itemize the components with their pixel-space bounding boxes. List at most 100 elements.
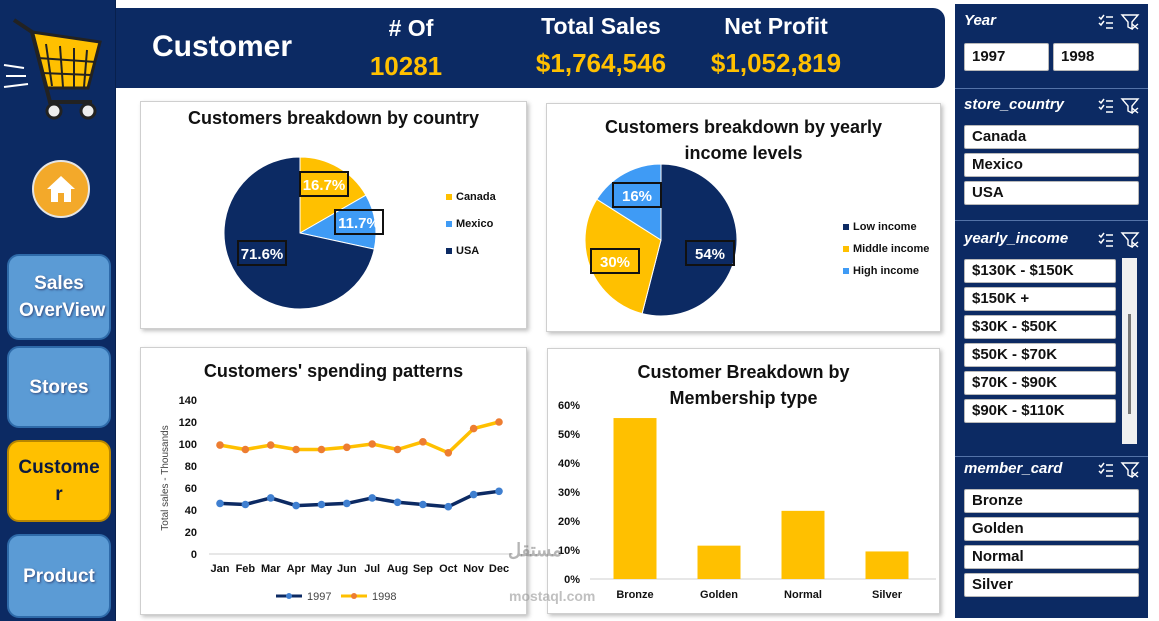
data-label: 11.7%: [338, 215, 380, 232]
data-point-1998: [266, 441, 275, 449]
nav-stores-label: Stores: [29, 376, 89, 398]
data-label-box: [334, 209, 384, 235]
year-option-1997[interactable]: 1997: [964, 43, 1049, 71]
x-tick-label: Feb: [236, 563, 256, 575]
data-point-1998: [343, 443, 351, 452]
data-label-box: [590, 248, 640, 274]
clear-filter-icon[interactable]: [1120, 462, 1140, 478]
data-label-box: [299, 171, 349, 197]
x-tick-label: Normal: [784, 589, 822, 601]
data-point-1997: [495, 487, 503, 496]
data-point-1997: [216, 499, 224, 508]
yearly-income-slicer: yearly_income $130K - $150K $150K + $30K…: [955, 224, 1148, 448]
clear-filter-icon[interactable]: [1120, 14, 1140, 30]
nav-customer-button[interactable]: Custome r: [7, 440, 111, 522]
y-tick-label: 60: [185, 483, 197, 495]
kpi-net-profit-value: $1,052,819: [710, 48, 842, 78]
scrollbar-thumb[interactable]: [1128, 314, 1131, 414]
member-card-slicer-title: member_card: [964, 460, 1063, 477]
y-tick-label: 0: [191, 549, 197, 561]
year-option-1998[interactable]: 1998: [1053, 43, 1139, 71]
data-point-1997: [393, 498, 402, 507]
legend-swatch: [446, 194, 452, 200]
data-point-1997: [292, 501, 300, 510]
page-title: Customer: [152, 30, 293, 63]
income-pie-chart: 54% 30% 16% Low income Middle income High inc…: [584, 163, 929, 317]
kpi-total-sales-value: $1,764,546: [535, 48, 667, 78]
data-label-box: [685, 240, 735, 266]
income-option[interactable]: $130K - $150K: [964, 259, 1116, 283]
clear-filter-icon[interactable]: [1120, 232, 1140, 248]
legend-label: Middle income: [853, 243, 929, 255]
bar-bronze: [613, 418, 657, 579]
spending-line-title: Customers' spending patterns: [203, 361, 464, 381]
clear-filter-icon[interactable]: [1120, 98, 1140, 114]
slicers-panel: Year 1997 1998 store_country: [955, 4, 1148, 618]
data-point-1997: [469, 490, 478, 499]
multi-select-icon[interactable]: [1098, 462, 1113, 477]
kpi-net-profit-label: Net Profit: [724, 13, 828, 39]
member-option-silver[interactable]: Silver: [964, 573, 1139, 597]
series-line-1997: [219, 489, 500, 509]
income-option[interactable]: $30K - $50K: [964, 315, 1116, 339]
home-button[interactable]: [32, 160, 90, 218]
nav-product-label: Product: [23, 565, 95, 587]
slicer-divider: [955, 456, 1148, 457]
bar-golden: [697, 545, 741, 579]
y-tick-label: 80: [185, 461, 197, 473]
income-option[interactable]: $70K - $90K: [964, 371, 1116, 395]
legend-swatch: [843, 224, 849, 230]
country-pie-title: Customers breakdown by country: [187, 108, 480, 128]
data-label: 30%: [600, 254, 630, 271]
data-label-box: [237, 240, 287, 266]
x-tick-label: Mar: [261, 563, 281, 575]
spending-line-chart: 0 20 40 60 80 100 120 140 Jan Feb Mar Apr May Jun Jul A…: [160, 395, 513, 603]
income-option[interactable]: $50K - $70K: [964, 343, 1116, 367]
data-point-1997: [444, 502, 453, 511]
membership-bar-chart: 0% 10% 20% 30% 40% 50% 60% Bronze Golden Normal Si…: [558, 400, 936, 601]
country-pie-panel: Customers breakdown by country 16.7% 11.7…: [140, 101, 527, 329]
member-option-normal[interactable]: Normal: [964, 545, 1139, 569]
legend-label: Canada: [456, 191, 497, 203]
nav-product-button[interactable]: Product: [7, 534, 111, 618]
y-tick-label: 50%: [558, 429, 580, 441]
country-option-usa[interactable]: USA: [964, 181, 1139, 205]
header-banner: Customer # Of 10281 Total Sales $1,764,5…: [116, 8, 945, 88]
slicer-divider: [955, 88, 1148, 89]
data-point-1998: [317, 445, 326, 454]
kpi-total-sales-label: Total Sales: [541, 13, 661, 39]
x-tick-label: Jul: [364, 563, 380, 575]
member-option-bronze[interactable]: Bronze: [964, 489, 1139, 513]
bar-silver: [865, 551, 909, 579]
data-label: 16.7%: [303, 177, 346, 194]
income-slicer-scrollbar[interactable]: [1122, 258, 1137, 444]
data-point-1997: [266, 494, 275, 502]
y-tick-label: 0%: [564, 574, 580, 586]
country-option-mexico[interactable]: Mexico: [964, 153, 1139, 177]
legend-marker: [351, 593, 357, 599]
data-point-1998: [419, 438, 427, 446]
data-label: 16%: [622, 188, 652, 205]
multi-select-icon[interactable]: [1098, 232, 1113, 247]
income-option[interactable]: $90K - $110K: [964, 399, 1116, 423]
y-tick-label: 20: [185, 527, 197, 539]
y-tick-label: 120: [179, 417, 197, 429]
multi-select-icon[interactable]: [1098, 14, 1113, 29]
kpi-customers-value: 10281: [369, 51, 443, 81]
data-point-1998: [368, 440, 376, 448]
multi-select-icon[interactable]: [1098, 98, 1113, 113]
nav-customer-label: Custome r: [18, 457, 100, 505]
member-option-golden[interactable]: Golden: [964, 517, 1139, 541]
legend-label: Mexico: [456, 218, 494, 230]
x-tick-label: Apr: [287, 563, 307, 575]
legend-swatch: [446, 221, 452, 227]
income-option[interactable]: $150K +: [964, 287, 1116, 311]
country-option-canada[interactable]: Canada: [964, 125, 1139, 149]
legend-label: Low income: [853, 221, 917, 233]
nav-stores-button[interactable]: Stores: [7, 346, 111, 428]
x-tick-label: May: [311, 563, 333, 575]
legend-marker: [286, 593, 292, 599]
slicer-controls: [1098, 232, 1140, 248]
nav-sales-overview-button[interactable]: Sales OverView: [7, 254, 111, 340]
